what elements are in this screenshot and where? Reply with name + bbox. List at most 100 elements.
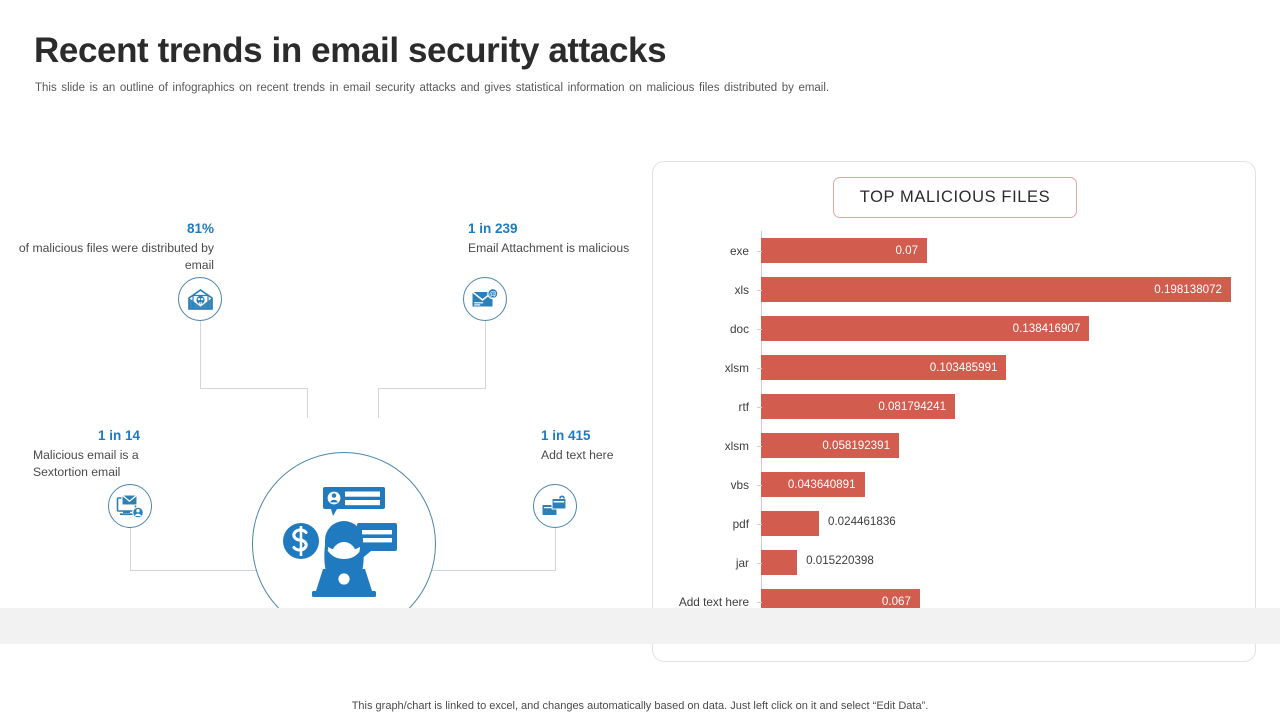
connector-line-top-left-vertical: [200, 320, 201, 388]
stat-body: Email Attachment is malicious: [468, 241, 630, 255]
connector-line-bottom-right-horizontal: [378, 570, 556, 571]
envelope-at-icon-bubble[interactable]: @: [463, 277, 507, 321]
bar-track: 0.058192391: [761, 433, 1257, 458]
bar-value-label: 0.138416907: [1012, 322, 1081, 335]
axis-tick: [757, 406, 762, 408]
bar-track: 0.198138072: [761, 277, 1257, 302]
chart-bar-row: doc 0.138416907: [653, 309, 1257, 348]
bar-category-label: xls: [734, 282, 749, 297]
chart-title: TOP MALICIOUS FILES: [859, 188, 1051, 206]
stat-headline: 1 in 415: [541, 428, 591, 443]
chart-bar[interactable]: 0.07: [761, 238, 928, 263]
chart-bar-row: pdf 0.024461836: [653, 504, 1257, 543]
bar-category-label: exe: [729, 243, 749, 258]
chart-bar[interactable]: 0.043640891: [761, 472, 865, 497]
stat-body: Add text here: [541, 448, 614, 462]
connector-line-bottom-right-vertical: [555, 528, 556, 570]
chart-title-box: TOP MALICIOUS FILES: [833, 177, 1077, 218]
chart-bar[interactable]: [761, 511, 820, 536]
chart-bar-row: xls 0.198138072: [653, 270, 1257, 309]
bar-value-label: 0.024461836: [828, 515, 896, 528]
stat-sextortion-email: 1 in 14 Malicious email is a Sextortion …: [33, 427, 243, 480]
bar-value-label: 0.081794241: [878, 400, 947, 413]
stat-body: of malicious files were distributed by e…: [18, 241, 214, 272]
bar-value-label: 0.067: [881, 595, 911, 608]
decorative-band: [0, 608, 1280, 644]
chart-bar-row: xlsm 0.058192391: [653, 426, 1257, 465]
page-title: Recent trends in email security attacks: [34, 31, 667, 70]
hacker-laptop-icon-bubble[interactable]: [252, 452, 436, 636]
hacker-laptop-icon: [281, 483, 407, 606]
page-subtitle: This slide is an outline of infographics…: [35, 82, 830, 94]
bar-category-label: vbs: [730, 477, 749, 492]
stat-headline: 1 in 14: [97, 428, 141, 443]
connector-line-top-right-drop: [378, 388, 379, 418]
connector-line-bottom-left-vertical: [130, 528, 131, 570]
bar-category-label: xlsm: [724, 438, 749, 453]
chart-panel[interactable]: TOP MALICIOUS FILES exe 0.07 xls 0.19813807…: [652, 161, 1256, 662]
bar-track: 0.015220398: [761, 550, 1257, 575]
bar-value-label: 0.043640891: [787, 478, 856, 491]
axis-tick: [757, 562, 762, 564]
bar-value-label: 0.198138072: [1154, 283, 1222, 296]
bar-track: 0.081794241: [761, 394, 1257, 419]
phishing-hook-card-icon: [541, 494, 569, 518]
envelope-at-icon: @: [471, 288, 499, 310]
axis-tick: [757, 484, 762, 486]
envelope-skull-icon: [187, 288, 214, 311]
monitor-envelope-user-icon: [116, 493, 144, 519]
chart-category-axis: [761, 231, 762, 607]
chart-bar-row: xlsm 0.103485991: [653, 348, 1257, 387]
bar-chart[interactable]: exe 0.07 xls 0.198138072 doc 0.138416907 xlsm 0…: [653, 224, 1257, 614]
chart-bar[interactable]: 0.103485991: [761, 355, 1007, 380]
stat-add-text-here: 1 in 415 Add text here: [541, 427, 751, 464]
stat-body: Malicious email is a Sextortion email: [33, 448, 139, 479]
connector-line-bottom-left-horizontal: [130, 570, 310, 571]
svg-text:@: @: [489, 290, 497, 299]
stat-headline: 1 in 239: [468, 221, 518, 236]
footer-note: This graph/chart is linked to excel, and…: [351, 700, 929, 712]
stat-email-attachment-malicious: 1 in 239 Email Attachment is malicious: [468, 220, 678, 257]
stat-headline: 81%: [186, 221, 214, 236]
chart-bar[interactable]: 0.198138072: [761, 277, 1231, 302]
bar-track: 0.043640891: [761, 472, 1257, 497]
bar-track: 0.07: [761, 238, 1257, 263]
axis-tick: [757, 601, 762, 603]
bar-category-label: rtf: [738, 399, 749, 414]
bar-value-label: 0.015220398: [806, 554, 874, 567]
stat-malicious-files-email: 81% of malicious files were distributed …: [4, 220, 214, 273]
bar-category-label: jar: [735, 555, 749, 570]
axis-tick: [757, 289, 762, 291]
chart-bar[interactable]: 0.138416907: [761, 316, 1090, 341]
axis-tick: [757, 445, 762, 447]
chart-bar-row: exe 0.07: [653, 231, 1257, 270]
bar-category-label: pdf: [732, 516, 749, 531]
bar-category-label: xlsm: [724, 360, 749, 375]
connector-line-top-left-horizontal: [200, 388, 307, 389]
bar-value-label: 0.103485991: [929, 361, 998, 374]
bar-track: 0.103485991: [761, 355, 1257, 380]
bar-value-label: 0.07: [895, 244, 919, 257]
axis-tick: [757, 250, 762, 252]
connector-line-top-right-vertical: [485, 320, 486, 388]
phishing-hook-card-icon-bubble[interactable]: [533, 484, 577, 528]
bar-category-label: doc: [729, 321, 749, 336]
bar-category-label: Add text here: [678, 594, 749, 609]
bar-track: 0.138416907: [761, 316, 1257, 341]
axis-tick: [757, 328, 762, 330]
bar-track: 0.024461836: [761, 511, 1257, 536]
chart-bar-row: rtf 0.081794241: [653, 387, 1257, 426]
chart-bar[interactable]: 0.081794241: [761, 394, 956, 419]
envelope-skull-icon-bubble[interactable]: [178, 277, 222, 321]
axis-tick: [757, 523, 762, 525]
monitor-envelope-user-icon-bubble[interactable]: [108, 484, 152, 528]
bar-value-label: 0.058192391: [822, 439, 891, 452]
chart-bar[interactable]: 0.058192391: [761, 433, 900, 458]
connector-line-top-right-horizontal: [378, 388, 486, 389]
connector-line-top-left-drop: [307, 388, 308, 418]
infographic-diagram: 81% of malicious files were distributed …: [0, 140, 640, 636]
chart-bar-row: vbs 0.043640891: [653, 465, 1257, 504]
chart-bar[interactable]: [761, 550, 798, 575]
axis-tick: [757, 367, 762, 369]
